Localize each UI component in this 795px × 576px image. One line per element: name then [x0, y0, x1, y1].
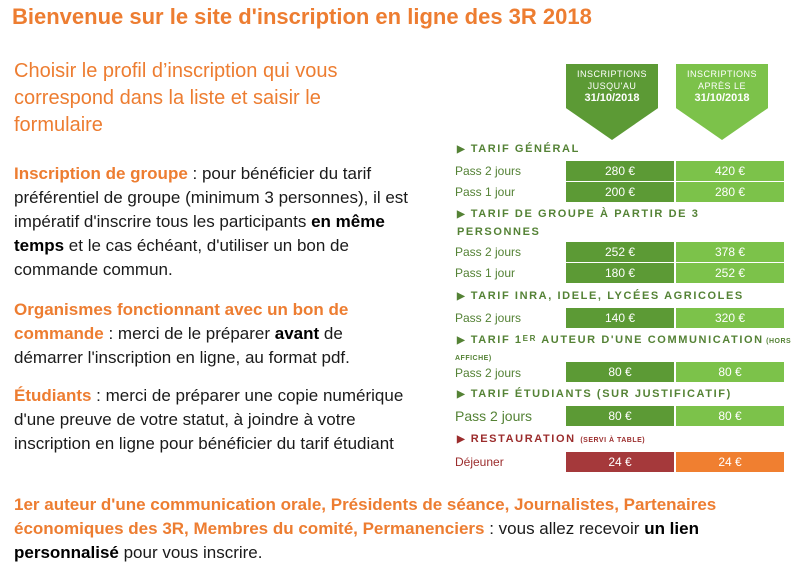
row-label: Pass 2 jours: [455, 366, 522, 380]
row-label: Pass 2 jours: [455, 164, 522, 178]
org-info: Organismes fonctionnant avec un bon de c…: [14, 298, 414, 370]
arrow-icon: ▶: [457, 335, 465, 346]
org-text1: : merci de le préparer: [103, 324, 275, 343]
special-text2: pour vous inscrire.: [118, 543, 263, 562]
arrow-icon: ▶: [457, 144, 465, 155]
page-subtitle: Choisir le profil d’inscription qui vous…: [14, 60, 338, 136]
column-header-before: INSCRIPTIONS JUSQU'AU 31/10/2018: [566, 64, 658, 140]
row-label: Pass 2 jours: [455, 311, 522, 325]
column-header-after-date: 31/10/2018: [694, 92, 750, 104]
section-label-cont: PERSONNES: [457, 226, 541, 238]
price-cell: 420 €: [676, 161, 784, 181]
price-cell: 280 €: [566, 161, 674, 181]
price-cell: 280 €: [676, 182, 784, 202]
section-tarif-general: ▶ TARIF GÉNÉRAL: [457, 143, 580, 155]
price-cell: 24 €: [566, 452, 674, 472]
column-header-after: INSCRIPTIONS APRÈS LE 31/10/2018: [676, 64, 768, 140]
section-label: RESTAURATION: [470, 433, 576, 445]
arrow-icon: ▶: [457, 389, 465, 400]
student-info: Étudiants : merci de préparer une copie …: [14, 384, 414, 456]
special-bold: un lien personnalisé: [14, 519, 699, 562]
section-label: TARIF 1: [470, 334, 523, 346]
row-label: Déjeuner: [455, 455, 504, 469]
special-text1: : vous allez recevoir: [484, 519, 645, 538]
group-text1: : pour bénéficier du tarif préférentiel …: [14, 164, 409, 231]
price-cell: 80 €: [566, 362, 674, 382]
special-heading: 1er auteur d'une communication orale, Pr…: [14, 495, 717, 538]
row-label: Pass 2 jours: [455, 245, 522, 259]
arrow-icon: ▶: [457, 434, 465, 445]
row-label: Pass 1 jour: [455, 266, 516, 280]
org-text2: de démarrer l'inscription en ligne, au f…: [14, 324, 350, 367]
page-title: Bienvenue sur le site d'inscription en l…: [12, 4, 592, 29]
price-cell: 180 €: [566, 263, 674, 283]
section-tarif-groupe: ▶ TARIF DE GROUPE À PARTIR DE 3: [457, 208, 699, 220]
price-cell: 24 €: [676, 452, 784, 472]
section-tarif-inra: ▶ TARIF INRA, IDELE, LYCÉES AGRICOLES: [457, 290, 744, 302]
student-heading: Étudiants: [14, 386, 92, 405]
price-cell: 80 €: [676, 406, 784, 426]
section-label-small2: AFFICHE): [455, 355, 492, 362]
price-cell: 378 €: [676, 242, 784, 262]
column-header-after-line1: INSCRIPTIONS APRÈS LE: [687, 69, 758, 91]
price-cell: 80 €: [676, 362, 784, 382]
section-label-sup: ER: [522, 334, 537, 343]
price-cell: 320 €: [676, 308, 784, 328]
group-text2: et le cas échéant, d'utiliser un bon de …: [14, 236, 349, 279]
section-restauration: ▶ RESTAURATION (SERVI À TABLE): [457, 433, 645, 445]
section-label: TARIF DE GROUPE À PARTIR DE 3: [470, 208, 700, 220]
price-cell: 252 €: [676, 263, 784, 283]
section-tarif-etudiants: ▶ TARIF ÉTUDIANTS (SUR JUSTIFICATIF): [457, 388, 732, 400]
row-label: Pass 1 jour: [455, 185, 516, 199]
arrow-icon: ▶: [457, 209, 465, 220]
section-tarif-auteur-cont: AFFICHE): [455, 351, 492, 363]
column-header-before-line1: INSCRIPTIONS JUSQU'AU: [577, 69, 648, 91]
section-label-b: AUTEUR D'UNE COMMUNICATION: [536, 334, 764, 346]
arrow-icon: ▶: [457, 291, 465, 302]
row-label: Pass 2 jours: [455, 408, 533, 424]
section-label: TARIF INRA, IDELE, LYCÉES AGRICOLES: [470, 290, 744, 302]
section-tarif-auteur: ▶ TARIF 1ER AUTEUR D'UNE COMMUNICATION (H…: [457, 334, 791, 346]
group-info: Inscription de groupe : pour bénéficier …: [14, 162, 414, 282]
org-heading: Organismes fonctionnant avec un bon de c…: [14, 300, 349, 343]
column-header-before-date: 31/10/2018: [584, 92, 640, 104]
special-info: 1er auteur d'une communication orale, Pr…: [14, 493, 789, 565]
price-cell: 140 €: [566, 308, 674, 328]
org-bold: avant: [274, 324, 320, 343]
group-bold: en même temps: [14, 212, 385, 255]
section-label-small: (SERVI À TABLE): [580, 437, 646, 444]
section-label-small: (HORS: [763, 338, 792, 345]
section-label: TARIF ÉTUDIANTS (SUR JUSTIFICATIF): [470, 388, 732, 400]
student-text: : merci de préparer une copie numérique …: [14, 386, 404, 453]
section-tarif-groupe-cont: PERSONNES: [457, 226, 540, 238]
section-label: TARIF GÉNÉRAL: [470, 143, 580, 155]
price-cell: 80 €: [566, 406, 674, 426]
group-heading: Inscription de groupe: [14, 164, 188, 183]
price-cell: 252 €: [566, 242, 674, 262]
price-cell: 200 €: [566, 182, 674, 202]
